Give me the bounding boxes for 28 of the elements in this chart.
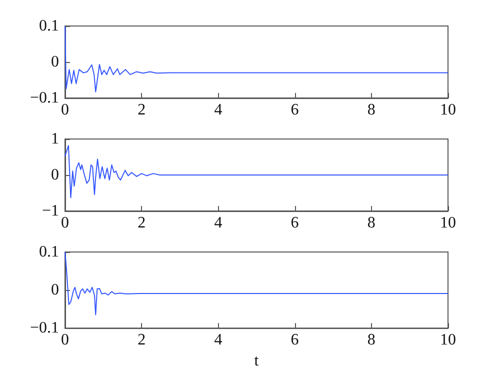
- x-tick-label: 2: [138, 102, 146, 118]
- x-tick-label: 10: [440, 102, 456, 118]
- x-tick-label: 4: [214, 332, 222, 349]
- line-series: [64, 144, 448, 198]
- x-tick-label: 2: [138, 214, 146, 232]
- x-axis-title: t: [254, 352, 260, 370]
- line-series: [64, 252, 448, 316]
- y-tick-label: 0.1: [39, 244, 59, 260]
- y-tick-label: −1: [42, 202, 59, 220]
- line-series: [64, 26, 448, 92]
- y-tick-label: 0: [51, 166, 59, 184]
- y-tick-label: 0: [51, 282, 59, 299]
- x-tick-label: 6: [290, 332, 299, 349]
- y-tick-label: 1: [51, 130, 59, 148]
- x-tick-label: 2: [138, 332, 146, 349]
- y-tick-label: 0.1: [39, 18, 59, 34]
- y-tick-label: 0: [51, 54, 59, 70]
- x-tick-label: 4: [214, 214, 222, 232]
- y-tick-label: −0.1: [30, 90, 59, 106]
- y-tick-label: −0.1: [30, 320, 59, 337]
- x-tick-label: 8: [367, 332, 376, 349]
- x-tick-label: 8: [367, 214, 376, 232]
- x-tick-label: 10: [440, 332, 456, 349]
- x-tick-label: 6: [290, 214, 299, 232]
- x-tick-label: 4: [214, 102, 222, 118]
- x-tick-label: 8: [367, 102, 376, 118]
- x-tick-label: 10: [440, 214, 456, 232]
- x-tick-label: 6: [290, 102, 299, 118]
